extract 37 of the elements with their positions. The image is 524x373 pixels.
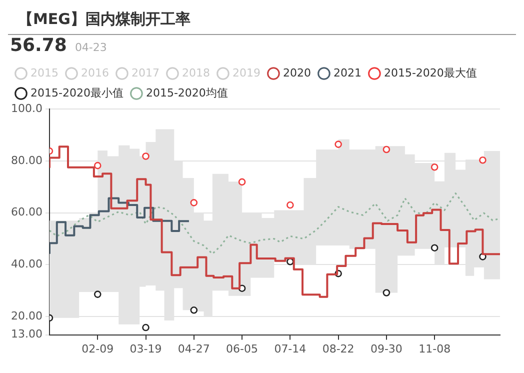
legend-label: 2020	[282, 66, 311, 80]
point	[334, 140, 342, 148]
point	[142, 152, 150, 160]
y-tick-label: 40.00	[10, 258, 42, 271]
x-tick-label: 08-22	[322, 342, 354, 356]
point	[430, 244, 438, 252]
point	[190, 199, 198, 206]
point	[382, 289, 390, 296]
x-tick-label: 02-09	[82, 342, 114, 356]
point	[142, 324, 150, 332]
legend-label: 2015-2020均值	[146, 86, 228, 100]
point	[430, 163, 438, 171]
point	[94, 162, 102, 170]
y-tick-label: 80.00	[10, 154, 42, 167]
x-tick-label: 11-08	[418, 342, 451, 356]
point	[238, 178, 246, 186]
x-tick-label: 09-30	[370, 342, 402, 356]
x-tick-label: 07-14	[274, 342, 306, 356]
text: 04-23	[74, 41, 107, 54]
chart-title: 【MEG】国内煤制开工率	[8, 8, 516, 35]
text: 56.78	[10, 35, 67, 56]
y-tick-label: 60.00	[10, 206, 42, 219]
y-tick-label: 100.0	[10, 102, 42, 115]
x-tick-label: 04-27	[178, 342, 210, 356]
point	[94, 290, 102, 298]
y-tick-label: 13.00	[10, 328, 42, 341]
legend-label: 2021	[333, 66, 362, 80]
x-tick-label: 06-05	[226, 342, 258, 356]
line-series	[49, 192, 500, 255]
legend-label: 2015-2020最大值	[384, 66, 477, 80]
y-tick-label: 20.00	[10, 309, 42, 322]
point	[190, 306, 198, 314]
legend-label: 2015-2020最小值	[30, 86, 124, 100]
point	[382, 146, 390, 154]
point	[479, 156, 486, 164]
x-tick-label: 03-19	[130, 342, 162, 356]
point	[286, 201, 294, 209]
